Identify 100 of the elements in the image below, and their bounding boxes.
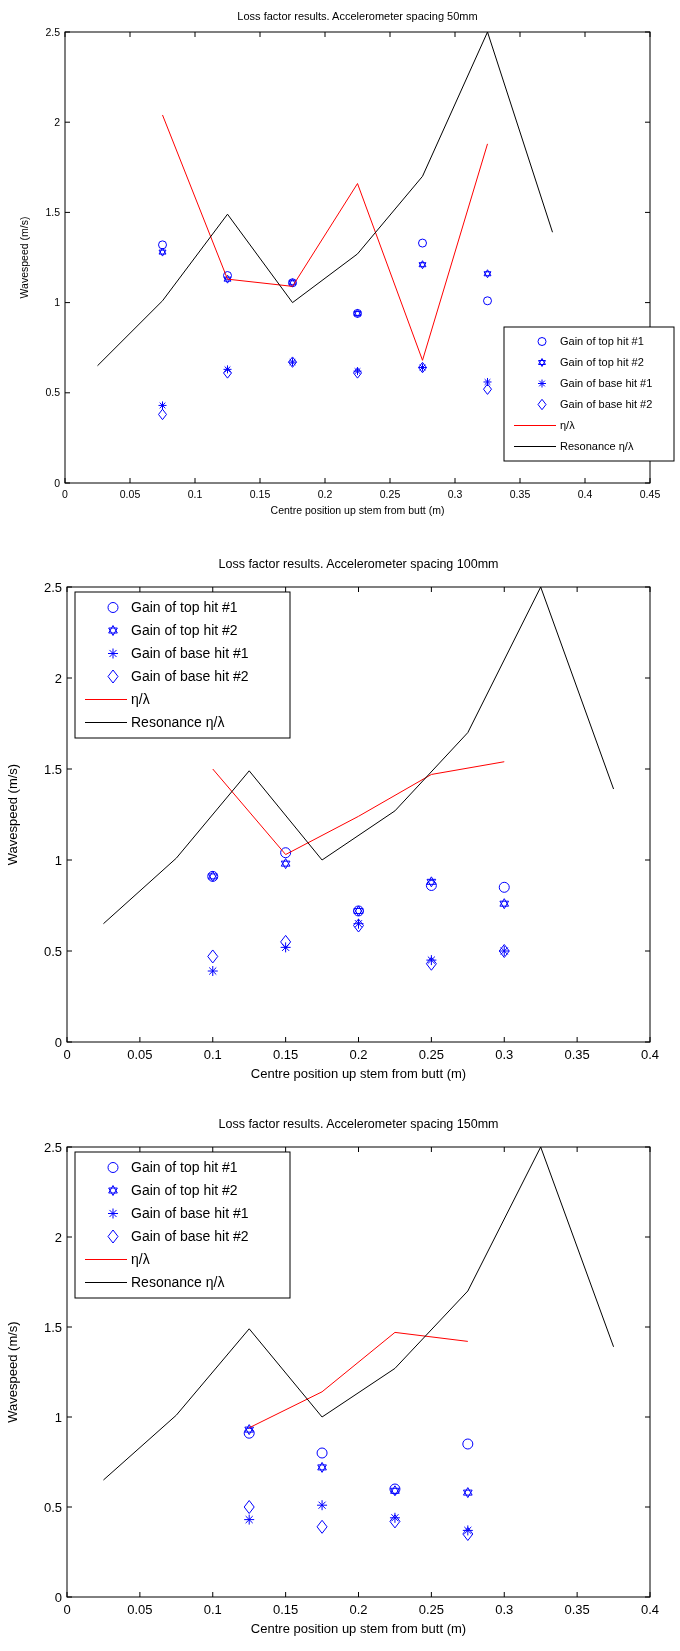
y-tick-label: 0.5 <box>43 1499 62 1515</box>
legend-label: Gain of top hit #1 <box>560 335 644 348</box>
y-tick-label: 2.5 <box>43 1139 62 1155</box>
x-tick-label: 0.35 <box>564 1047 590 1062</box>
chart-title: Loss factor results. Accelerometer spacing 50mm <box>237 10 478 22</box>
y-tick-label: 1.5 <box>43 1319 62 1335</box>
x-tick-label: 0.3 <box>495 1602 514 1617</box>
y-tick-label: 0 <box>54 1034 62 1050</box>
x-tick-label: 0.4 <box>577 487 593 500</box>
x-tick-label: 0.3 <box>495 1047 514 1062</box>
chart-title: Loss factor results. Accelerometer spacing 150mm <box>218 1117 499 1131</box>
y-tick-label: 2.5 <box>45 25 61 38</box>
x-tick-label: 0.25 <box>379 487 401 500</box>
legend-label: Gain of top hit #1 <box>131 599 238 616</box>
point <box>280 847 292 859</box>
x-tick-label: 0.4 <box>640 1602 660 1617</box>
y-tick-label: 2 <box>54 115 61 128</box>
x-tick-label: 0.25 <box>418 1047 445 1062</box>
point <box>483 269 492 279</box>
y-tick-label: 1 <box>54 852 62 868</box>
legend-label: Gain of top hit #2 <box>560 356 644 369</box>
y-tick-label: 0 <box>54 1589 62 1605</box>
y-axis-title: Wavespeed (m/s) <box>18 216 30 299</box>
point <box>389 1514 401 1529</box>
x-tick-label: 0.35 <box>564 1602 590 1617</box>
point <box>425 956 437 971</box>
legend-label: Gain of base hit #2 <box>560 398 653 411</box>
point <box>353 367 362 379</box>
point <box>207 965 219 977</box>
point <box>207 949 219 964</box>
x-axis-title: Centre position up stem from butt (m) <box>270 504 445 516</box>
legend-label: Gain of top hit #2 <box>131 622 238 639</box>
point <box>483 296 492 306</box>
point <box>483 383 492 395</box>
point <box>418 238 427 248</box>
legend-label: η/λ <box>131 1251 150 1268</box>
x-tick-label: 0.15 <box>272 1047 299 1062</box>
x-tick-label: 0.1 <box>187 487 203 500</box>
point <box>425 954 437 966</box>
point <box>158 247 167 257</box>
legend-label: Resonance η/λ <box>131 1274 225 1291</box>
y-tick-label: 1.5 <box>45 206 61 219</box>
legend-label: Gain of top hit #2 <box>131 1182 238 1199</box>
point <box>462 1524 474 1536</box>
legend-label: Gain of base hit #2 <box>131 668 249 685</box>
legend-label: Gain of base hit #1 <box>131 645 249 662</box>
y-tick-label: 0 <box>54 476 61 489</box>
x-tick-label: 0.15 <box>272 1602 299 1617</box>
legend-label: Gain of base hit #2 <box>131 1228 249 1245</box>
y-tick-label: 2 <box>54 670 62 686</box>
x-tick-label: 0.4 <box>640 1047 660 1062</box>
point <box>280 941 292 953</box>
point <box>462 1487 473 1499</box>
point <box>462 1527 474 1541</box>
point <box>223 367 232 379</box>
x-tick-label: 0.15 <box>249 487 271 500</box>
x-tick-label: 0.1 <box>203 1047 222 1062</box>
y-tick-label: 1 <box>54 296 61 309</box>
y-tick-label: 1 <box>54 1409 62 1425</box>
x-tick-label: 0.2 <box>349 1602 368 1617</box>
point <box>462 1438 474 1450</box>
y-tick-label: 0.5 <box>45 386 61 399</box>
legend-label: Gain of top hit #1 <box>131 1159 238 1176</box>
point <box>418 260 427 270</box>
x-axis-title: Centre position up stem from butt (m) <box>250 1066 467 1081</box>
x-tick-label: 0.05 <box>119 487 141 500</box>
y-tick-label: 0.5 <box>43 943 62 959</box>
y-tick-label: 2 <box>54 1229 62 1245</box>
point <box>223 364 232 374</box>
point <box>499 898 510 910</box>
legend-label: Resonance η/λ <box>560 440 634 453</box>
point <box>280 858 291 870</box>
point <box>389 1512 401 1524</box>
x-tick-label: 0.35 <box>509 487 531 500</box>
point <box>316 1519 328 1534</box>
legend-label: η/λ <box>560 419 576 432</box>
x-axis-title: Centre position up stem from butt (m) <box>250 1621 467 1636</box>
point <box>316 1447 328 1459</box>
x-tick-label: 0.1 <box>203 1602 222 1617</box>
point <box>158 400 167 410</box>
x-tick-label: 0.3 <box>447 487 463 500</box>
point <box>353 366 362 376</box>
y-tick-label: 1.5 <box>43 761 62 777</box>
legend-label: Gain of base hit #1 <box>560 377 653 390</box>
point <box>158 240 167 250</box>
point <box>280 934 292 949</box>
chart-title: Loss factor results. Accelerometer spacing 100mm <box>218 557 499 571</box>
legend-label: η/λ <box>131 691 150 708</box>
point <box>223 271 232 281</box>
point <box>223 274 232 284</box>
point <box>498 881 510 893</box>
point <box>483 377 492 387</box>
point <box>243 1500 255 1514</box>
legend-label: Resonance η/λ <box>131 714 225 731</box>
y-axis-title: Wavespeed (m/s) <box>5 763 20 866</box>
legend-label: Gain of base hit #1 <box>131 1205 249 1222</box>
x-tick-label: 0.05 <box>127 1047 153 1062</box>
x-tick-label: 0.05 <box>127 1602 153 1617</box>
point <box>317 1461 327 1473</box>
x-tick-label: 0.45 <box>639 487 661 500</box>
